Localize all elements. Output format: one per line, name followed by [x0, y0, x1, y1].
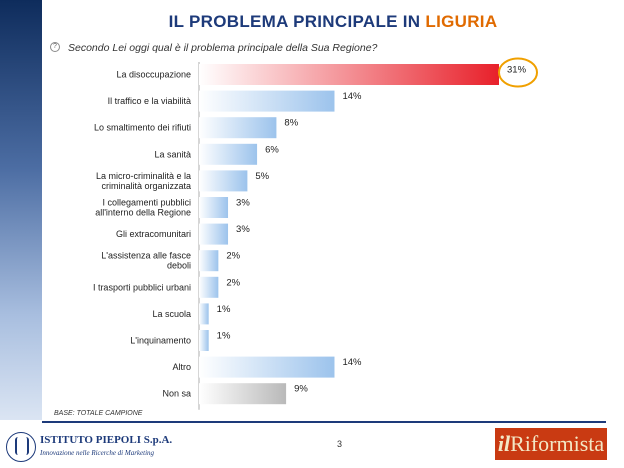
data-label: 1% — [217, 304, 231, 315]
title-main: IL PROBLEMA PRINCIPALE IN — [168, 12, 421, 31]
data-label: 14% — [342, 91, 362, 102]
base-note: BASE: TOTALE CAMPIONE — [54, 410, 143, 417]
bar — [199, 117, 277, 139]
question-text: Secondo Lei oggi qual è il problema prin… — [68, 42, 378, 54]
data-label: 6% — [265, 144, 279, 155]
logo-left-tagline: Innovazione nelle Ricerche di Marketing — [40, 449, 155, 457]
category-label: all'interno della Regione — [95, 208, 191, 218]
data-label: 2% — [226, 251, 240, 262]
category-label: Altro — [172, 362, 191, 372]
data-label: 8% — [284, 118, 298, 129]
data-label: 31% — [507, 65, 527, 76]
question-bullet-icon: ? — [50, 42, 60, 52]
category-label: I collegamenti pubblici — [102, 198, 191, 208]
category-label: L'inquinamento — [130, 336, 191, 346]
bar — [199, 250, 219, 272]
category-label: Gli extracomunitari — [116, 229, 191, 239]
data-label: 2% — [226, 277, 240, 288]
data-label: 5% — [255, 171, 269, 182]
bar — [199, 356, 335, 378]
category-label: La micro-criminalità e la — [96, 171, 191, 181]
bar — [199, 383, 287, 405]
bar — [199, 64, 499, 85]
logo-right-name: Riformista — [510, 431, 605, 456]
logo-right-prefix: il — [497, 431, 511, 456]
bar — [199, 90, 335, 112]
category-label: La sanità — [154, 149, 191, 159]
istituto-piepoli-logo: ISTITUTO PIEPOLI S.p.A. Innovazione nell… — [6, 430, 176, 466]
footer-divider — [42, 421, 606, 423]
data-label: 1% — [217, 331, 231, 342]
slide-title: IL PROBLEMA PRINCIPALE IN LIGURIA — [42, 12, 624, 32]
data-label: 14% — [342, 357, 362, 368]
logo-left-name: ISTITUTO PIEPOLI S.p.A. — [40, 434, 173, 446]
bar — [199, 143, 258, 165]
category-label: I trasporti pubblici urbani — [93, 282, 191, 292]
category-label: deboli — [167, 261, 191, 271]
il-riformista-logo: ilRiformista — [495, 428, 607, 460]
bar — [199, 170, 248, 192]
piepoli-emblem-icon — [6, 432, 36, 462]
bar — [199, 303, 209, 325]
data-label: 9% — [294, 384, 308, 395]
data-label: 3% — [236, 224, 250, 235]
category-label: Non sa — [162, 389, 191, 399]
highlight-circle — [498, 57, 538, 88]
category-label: Il traffico e la viabilità — [108, 96, 191, 106]
category-label: La disoccupazione — [116, 70, 191, 80]
bar — [199, 197, 229, 218]
data-label: 3% — [236, 198, 250, 209]
category-label: L'assistenza alle fasce — [101, 251, 191, 261]
category-label: La scuola — [152, 309, 191, 319]
title-accent: LIGURIA — [425, 12, 498, 31]
category-label: criminalità organizzata — [101, 181, 191, 191]
side-band — [0, 0, 42, 420]
category-label: Lo smaltimento dei rifiuti — [94, 123, 191, 133]
page-number: 3 — [337, 439, 343, 449]
bar — [199, 330, 209, 351]
bar — [199, 223, 229, 245]
bar — [199, 276, 219, 298]
